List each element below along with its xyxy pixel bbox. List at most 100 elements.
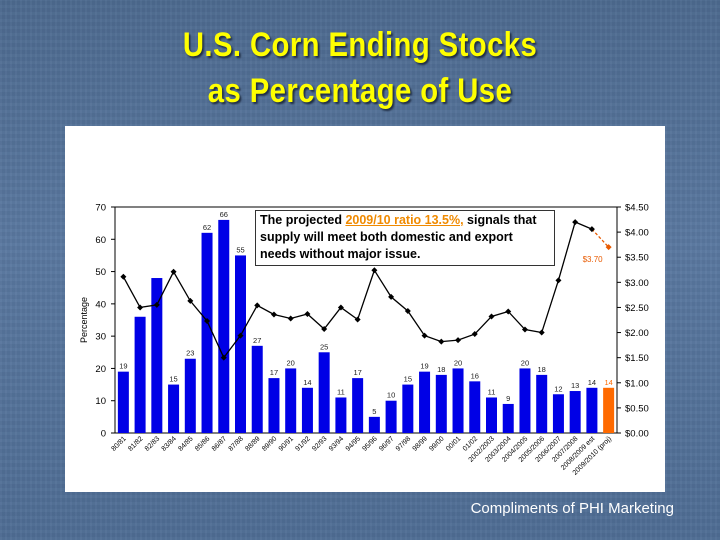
- y2-tick-label: $2.00: [625, 328, 649, 339]
- price-point: [404, 307, 411, 314]
- price-point: [521, 326, 528, 333]
- annotation-highlight: 2009/10 ratio 13.5%,: [345, 213, 464, 227]
- bar-data-label: 11: [337, 387, 345, 396]
- x-tick-label: 86/87: [211, 435, 228, 452]
- bar: [235, 255, 246, 433]
- x-tick-label: 94/95: [345, 435, 362, 452]
- annotation-box: The projected 2009/10 ratio 13.5%, signa…: [255, 210, 555, 266]
- bar-data-label: 14: [604, 378, 612, 387]
- bar: [435, 374, 447, 433]
- bar-data-label: 18: [437, 365, 445, 374]
- price-point: [237, 332, 244, 339]
- bar: [117, 371, 129, 433]
- price-point: [137, 304, 144, 311]
- bar: [184, 358, 196, 433]
- y2-tick-label: $0.50: [625, 403, 649, 414]
- annotation-suffix: signals that supply will meet both domes…: [260, 213, 537, 261]
- price-point: [287, 315, 294, 322]
- x-tick-label: 84/85: [177, 435, 194, 452]
- bar: [552, 394, 564, 433]
- bar: [502, 403, 514, 433]
- y-tick-label: 30: [95, 332, 106, 343]
- annotation-prefix: The projected: [260, 213, 346, 227]
- y2-tick-label: $0.00: [625, 429, 649, 440]
- bar-data-label: 18: [538, 365, 546, 374]
- price-point: [170, 268, 177, 275]
- bar: [519, 368, 531, 433]
- bar-data-label: 17: [353, 368, 361, 377]
- bar-data-label: 9: [506, 394, 510, 403]
- x-tick-label: 89/90: [261, 435, 278, 452]
- bar: [603, 387, 615, 433]
- bar: [536, 374, 548, 433]
- bar-data-label: 20: [454, 358, 462, 367]
- y-tick-label: 10: [95, 396, 106, 407]
- y-axis-title: Percentage: [79, 297, 89, 343]
- bar: [452, 368, 464, 433]
- bar-data-label: 27: [253, 336, 261, 345]
- x-tick-label: 85/86: [194, 435, 211, 452]
- projection-price-label: $3.70: [583, 255, 604, 264]
- price-point: [270, 311, 277, 318]
- y2-tick-label: $1.00: [625, 378, 649, 389]
- bar: [134, 316, 146, 433]
- x-tick-label: 95/96: [361, 435, 378, 452]
- price-point: [187, 297, 194, 304]
- chart-panel: 0 10 20 30 40 50 60 70 $0.00 $0.50 $1.00 $1.50 $2.00…: [65, 126, 665, 492]
- bar-data-label: 20: [521, 358, 529, 367]
- price-point: [505, 308, 512, 315]
- x-tick-label: 82/83: [144, 435, 161, 452]
- bar-data-label: 15: [169, 375, 177, 384]
- bar: [301, 387, 313, 433]
- bar: [335, 397, 347, 433]
- bar: [569, 391, 581, 433]
- y2-tick-label: $1.50: [625, 353, 649, 364]
- x-tick-label: 98/99: [412, 435, 429, 452]
- price-point: [488, 313, 495, 320]
- x-tick-label: 00/01: [445, 435, 462, 452]
- price-point: [438, 338, 445, 345]
- x-tick-label: 97/98: [395, 435, 412, 452]
- bar: [469, 381, 481, 433]
- bar-data-label: 23: [186, 349, 194, 358]
- price-projection-line: [591, 228, 610, 248]
- bar-data-label: 62: [203, 223, 211, 232]
- bar: [352, 378, 364, 433]
- price-point: [588, 226, 595, 233]
- price-point: [455, 337, 462, 344]
- bar: [285, 368, 297, 433]
- bar: [486, 397, 497, 433]
- x-tick-label: 93/94: [328, 435, 345, 452]
- bar-data-label: 19: [119, 362, 127, 371]
- y2-tick-label: $3.00: [625, 278, 649, 289]
- slide-title: U.S. Corn Ending Stocks as Percentage of…: [50, 22, 669, 114]
- bar-data-label: 12: [554, 384, 562, 393]
- bar-data-label: 14: [588, 378, 596, 387]
- price-point: [337, 304, 344, 311]
- bar: [151, 278, 163, 433]
- price-point: [120, 273, 127, 280]
- bar-data-label: 25: [320, 342, 328, 351]
- bar: [385, 400, 397, 433]
- x-tick-label: 90/91: [278, 435, 295, 452]
- bar-data-label: 20: [287, 358, 295, 367]
- y2-tick-label: $4.00: [625, 228, 649, 239]
- bar-data-label: 17: [270, 368, 278, 377]
- bar-data-label: 66: [220, 210, 228, 219]
- price-point: [538, 329, 545, 336]
- price-point: [321, 326, 328, 333]
- price-point: [555, 277, 562, 284]
- bar: [586, 387, 598, 433]
- bar: [218, 219, 230, 433]
- y-tick-label: 50: [95, 267, 106, 278]
- price-point: [354, 316, 361, 323]
- x-tick-label: 81/82: [127, 435, 144, 452]
- bar: [201, 232, 213, 433]
- x-tick-label: 91/92: [295, 435, 312, 452]
- x-tick-label: 99/00: [428, 435, 445, 452]
- price-point: [371, 267, 378, 274]
- price-point: [421, 332, 428, 339]
- bar: [268, 378, 280, 433]
- y-tick-label: 70: [95, 203, 106, 214]
- bar: [318, 352, 330, 433]
